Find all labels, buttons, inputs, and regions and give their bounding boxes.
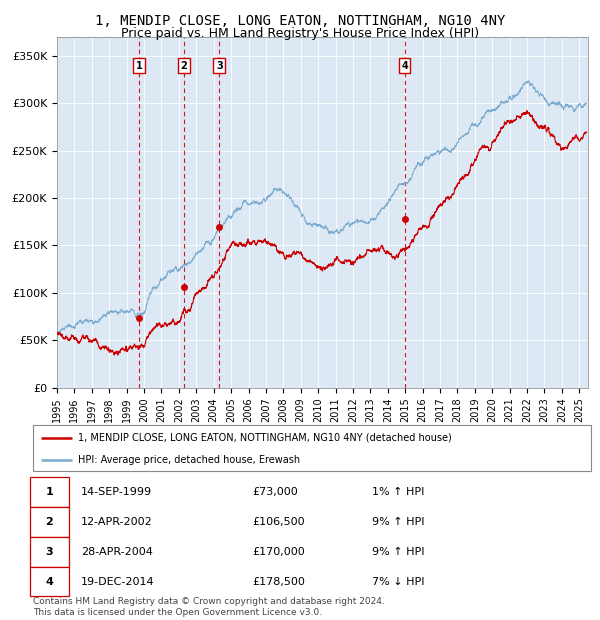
Text: 12-APR-2002: 12-APR-2002 [81,517,153,527]
Text: 2: 2 [181,61,187,71]
Text: 19-DEC-2014: 19-DEC-2014 [81,577,155,587]
FancyBboxPatch shape [33,425,591,471]
Text: £73,000: £73,000 [252,487,298,497]
Text: £170,000: £170,000 [252,547,305,557]
Text: 1: 1 [136,61,142,71]
Text: 3: 3 [216,61,223,71]
Text: 1% ↑ HPI: 1% ↑ HPI [372,487,424,497]
Text: 3: 3 [46,547,53,557]
Text: 28-APR-2004: 28-APR-2004 [81,547,153,557]
Text: 7% ↓ HPI: 7% ↓ HPI [372,577,425,587]
Text: 2: 2 [46,517,53,527]
Text: 1: 1 [46,487,53,497]
Text: 4: 4 [46,577,53,587]
Text: 4: 4 [401,61,408,71]
Text: 1, MENDIP CLOSE, LONG EATON, NOTTINGHAM, NG10 4NY: 1, MENDIP CLOSE, LONG EATON, NOTTINGHAM,… [95,14,505,28]
Text: 9% ↑ HPI: 9% ↑ HPI [372,517,425,527]
Text: 1, MENDIP CLOSE, LONG EATON, NOTTINGHAM, NG10 4NY (detached house): 1, MENDIP CLOSE, LONG EATON, NOTTINGHAM,… [77,433,451,443]
Text: 9% ↑ HPI: 9% ↑ HPI [372,547,425,557]
Text: Price paid vs. HM Land Registry's House Price Index (HPI): Price paid vs. HM Land Registry's House … [121,27,479,40]
Text: HPI: Average price, detached house, Erewash: HPI: Average price, detached house, Erew… [77,454,300,464]
Text: Contains HM Land Registry data © Crown copyright and database right 2024.
This d: Contains HM Land Registry data © Crown c… [33,598,385,617]
Text: £106,500: £106,500 [252,517,305,527]
Text: £178,500: £178,500 [252,577,305,587]
Text: 14-SEP-1999: 14-SEP-1999 [81,487,152,497]
